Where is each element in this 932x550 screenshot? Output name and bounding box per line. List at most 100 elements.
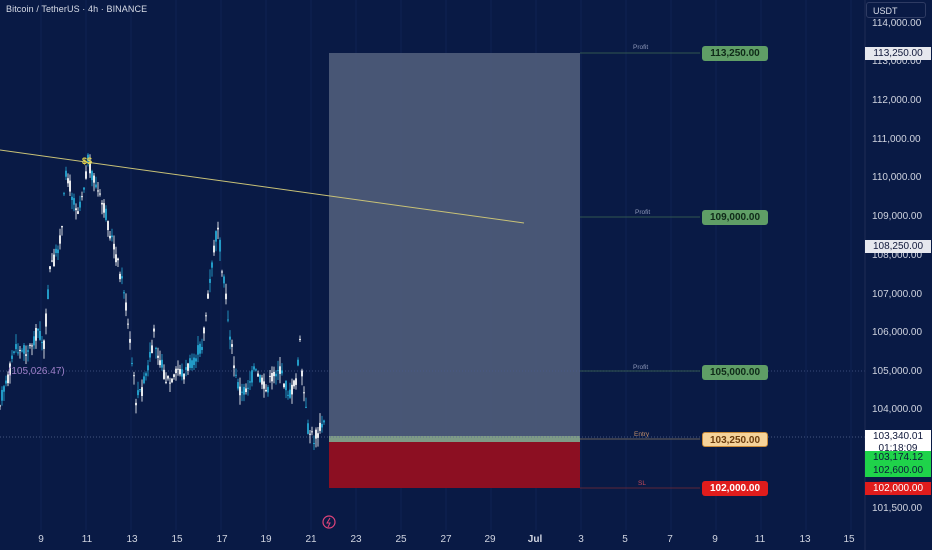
candle-body (127, 323, 129, 325)
date-tick: 15 (843, 534, 855, 545)
candle-body (203, 327, 205, 334)
candle-body (101, 202, 103, 205)
candle-body (269, 375, 271, 377)
price-tick: 107,000.00 (872, 289, 923, 300)
entry-label[interactable]: 103,250.00 (702, 432, 768, 447)
candle-body (17, 352, 19, 354)
candle-body (43, 340, 45, 349)
date-tick: 29 (484, 534, 496, 545)
candle-body (87, 154, 89, 162)
candle-body (213, 245, 215, 253)
candle-body (309, 433, 311, 435)
candle-body (259, 374, 261, 382)
stop-caption: SL (638, 480, 646, 487)
candle-body (139, 389, 141, 391)
candle-body (137, 390, 139, 396)
date-tick: 9 (712, 534, 718, 545)
stop-label[interactable]: 102,000.00 (702, 481, 768, 496)
candle-body (115, 254, 117, 263)
target-2-label[interactable]: 109,000.00 (702, 210, 768, 225)
candle-body (273, 371, 275, 377)
candle-body (125, 302, 127, 311)
candle-body (291, 384, 293, 395)
candle-body (107, 221, 109, 231)
candle-body (63, 193, 65, 195)
candle-body (45, 313, 47, 327)
candle-body (157, 355, 159, 358)
target-1-caption: Profit (633, 44, 649, 51)
date-tick: Jul (527, 534, 543, 545)
candle-body (295, 378, 297, 385)
ask-price-tag: 102,600.00 (865, 464, 931, 477)
date-tick: 13 (126, 534, 138, 545)
target-1-label[interactable]: 113,250.00 (702, 46, 768, 61)
candle-body (111, 235, 113, 238)
candle-body (285, 380, 287, 391)
price-tick: 110,000.00 (872, 172, 922, 183)
candle-body (113, 243, 115, 250)
candle-body (187, 363, 189, 371)
candle-body (263, 381, 265, 389)
currency-selector[interactable]: USDT (866, 2, 926, 18)
lightning-icon (326, 517, 331, 528)
candle-body (59, 235, 61, 244)
candle-body (241, 391, 243, 393)
candle-body (105, 208, 107, 220)
symbol-title[interactable]: Bitcoin / TetherUS · 4h · BINANCE (6, 4, 148, 14)
candle-body (141, 387, 143, 396)
marker-price-tag: 108,250.00 (865, 240, 931, 253)
event-marker-icon[interactable] (322, 515, 336, 529)
entry-band (329, 436, 580, 442)
current-price-tag: 103,340.01 (865, 430, 931, 443)
candle-body (271, 373, 273, 382)
candle-body (31, 345, 33, 347)
candle-body (129, 339, 131, 343)
candle-body (229, 336, 231, 340)
candle-body (247, 387, 249, 389)
candlestick-series (0, 153, 325, 450)
candle-body (133, 375, 135, 377)
candle-body (37, 328, 39, 331)
candle-body (215, 231, 217, 242)
candle-body (153, 328, 155, 332)
candle-body (89, 163, 91, 174)
candle-body (3, 386, 5, 392)
loss-zone[interactable] (329, 442, 580, 488)
candle-body (315, 429, 317, 439)
candle-body (299, 338, 301, 340)
candle-body (251, 370, 253, 383)
candle-body (33, 336, 35, 346)
candle-body (39, 331, 41, 340)
entry-caption: Entry (634, 431, 650, 438)
candle-body (253, 366, 255, 370)
candle-body (235, 374, 237, 376)
price-tick: 112,000.00 (872, 95, 922, 106)
price-tick: 106,000.00 (872, 327, 923, 338)
profit-zone[interactable] (329, 53, 580, 438)
candle-body (205, 315, 207, 317)
candle-body (27, 350, 29, 352)
candle-body (169, 382, 171, 384)
candle-body (69, 180, 71, 192)
candle-body (245, 388, 247, 393)
date-tick: 11 (754, 534, 766, 545)
candle-body (103, 203, 105, 213)
candle-body (175, 368, 177, 374)
candle-body (161, 359, 163, 368)
candle-body (5, 380, 7, 384)
date-tick: 17 (216, 534, 228, 545)
candle-body (93, 175, 95, 183)
resistance-trendline[interactable] (0, 149, 525, 224)
target-3-label[interactable]: 105,000.00 (702, 365, 768, 380)
candle-body (53, 254, 55, 267)
date-tick: 5 (622, 534, 628, 545)
candle-body (275, 373, 277, 377)
stop-price-tag: 102,000.00 (865, 482, 931, 495)
candle-body (281, 370, 283, 374)
candle-body (77, 211, 79, 214)
candle-body (135, 402, 137, 406)
candle-body (185, 367, 187, 370)
price-tick: 114,000.00 (872, 18, 922, 29)
